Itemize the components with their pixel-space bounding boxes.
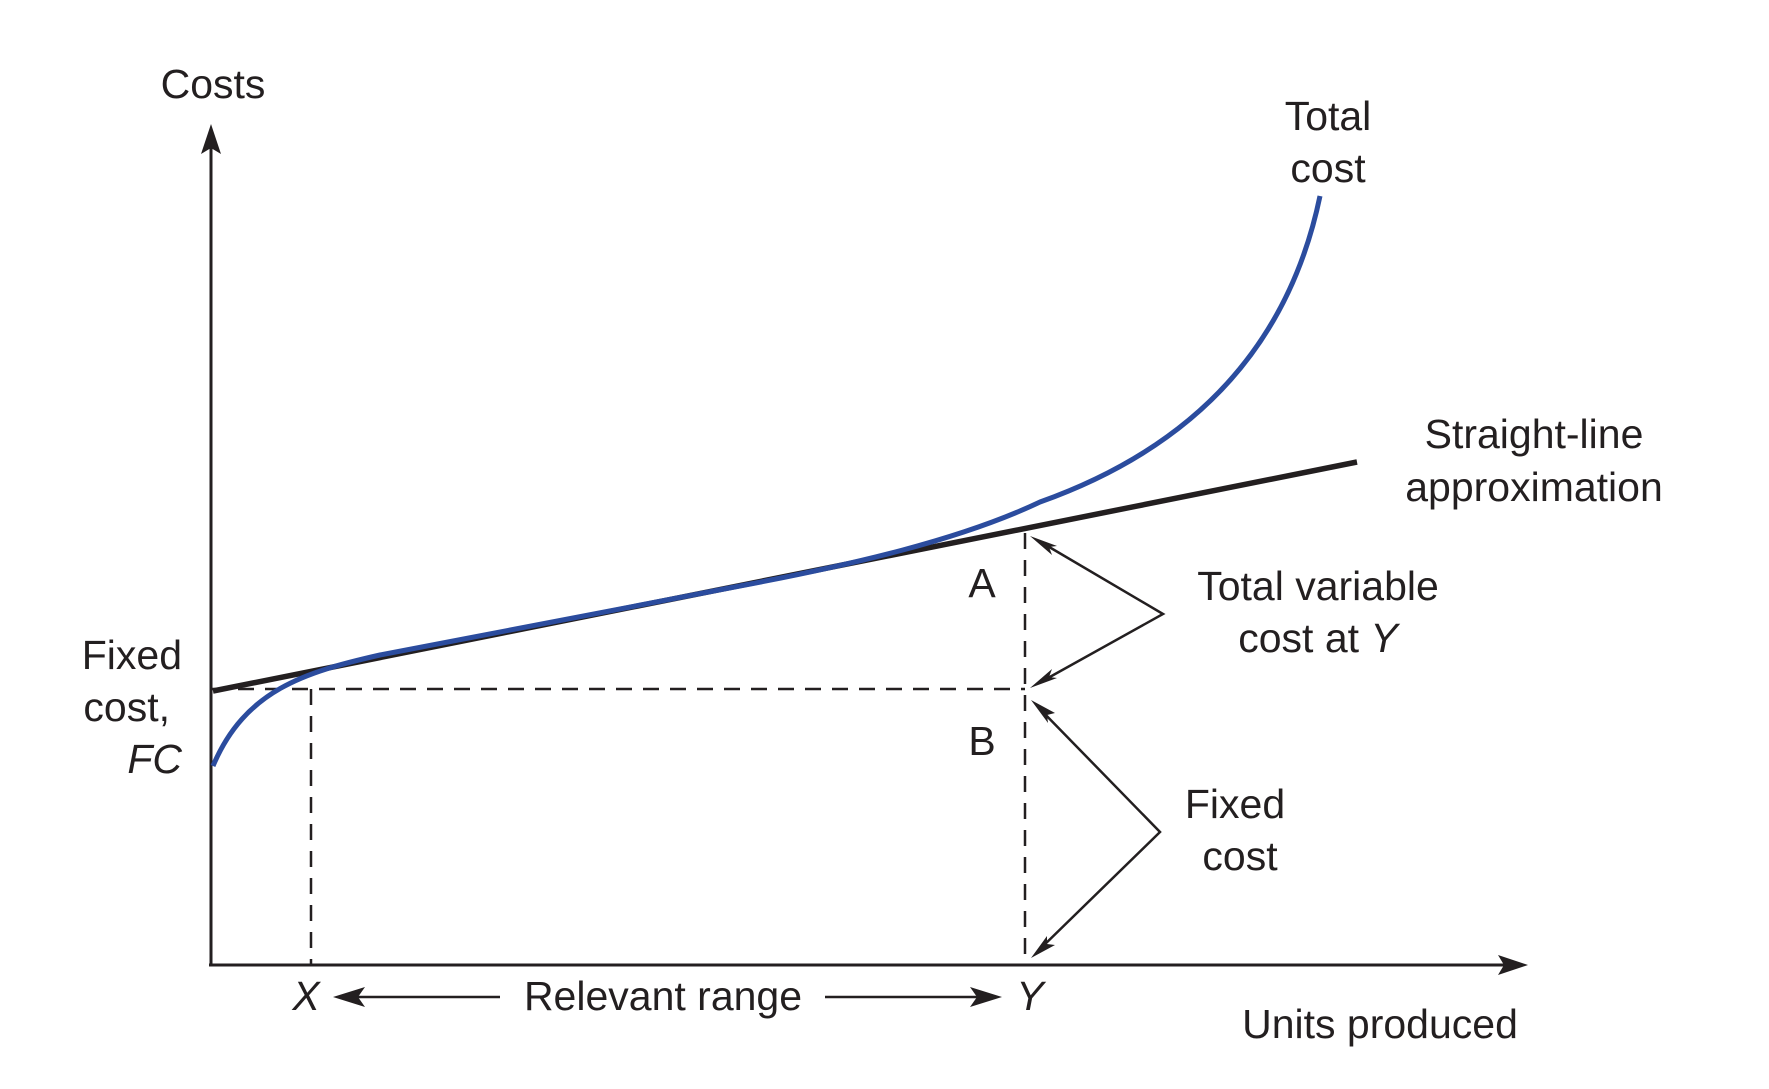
x-marker-label: X (291, 973, 321, 1019)
fixed-cost-left-label-line2: cost, (83, 684, 170, 730)
total-cost-label-line1: Total (1285, 93, 1372, 139)
total-cost-curve (210, 195, 1323, 767)
total-variable-cost-label-line2: cost at Y (1238, 615, 1400, 661)
fixed-cost-upper-arrowhead (1031, 700, 1055, 723)
y-axis-arrowhead (201, 124, 221, 154)
fixed-cost-left-label-fc: FC (127, 736, 182, 782)
tvc-lower-arrowhead (1030, 669, 1057, 688)
y-marker-label: Y (1016, 973, 1046, 1019)
tvc-label-y-variable: Y (1370, 615, 1400, 661)
relevant-range-left-arrowhead (333, 987, 365, 1007)
total-variable-cost-pointer (1038, 539, 1166, 685)
relevant-range-label: Relevant range (524, 973, 802, 1019)
fixed-cost-left-label-line1: Fixed (82, 632, 182, 678)
fixed-cost-right-label-line2: cost (1202, 833, 1278, 879)
tvc-label-prefix: cost at (1238, 615, 1370, 661)
relevant-range-right-arrowhead (970, 987, 1002, 1007)
straight-line-label-line2: approximation (1405, 464, 1663, 510)
x-axis-label: Units produced (1242, 1001, 1518, 1047)
y-axis-label: Costs (161, 61, 266, 107)
point-a-label: A (968, 560, 996, 606)
straight-line-label-line1: Straight-line (1425, 411, 1644, 457)
total-cost-label-line2: cost (1290, 145, 1366, 191)
point-b-label: B (968, 718, 995, 764)
fixed-cost-pointer (1038, 707, 1162, 951)
fixed-cost-right-label-line1: Fixed (1185, 781, 1285, 827)
fixed-cost-lower-arrowhead (1031, 936, 1055, 958)
x-axis-arrowhead (1498, 955, 1528, 975)
total-variable-cost-label-line1: Total variable (1197, 563, 1439, 609)
tvc-upper-arrowhead (1030, 536, 1057, 555)
